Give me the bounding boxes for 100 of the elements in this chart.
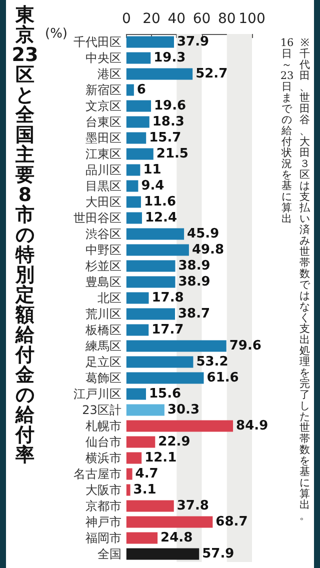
data-label: 52.7	[196, 66, 228, 82]
x-axis-title: (%)	[44, 26, 68, 42]
y-tick-label: 品川区	[85, 163, 122, 177]
y-tick-label: 江戸川区	[73, 387, 122, 401]
data-label: 45.9	[187, 226, 220, 242]
data-label: 21.5	[156, 146, 188, 162]
data-label: 38.7	[178, 306, 210, 322]
bar	[126, 516, 213, 528]
x-tick-label: 0	[122, 11, 131, 27]
x-tick-label: 80	[218, 11, 236, 27]
y-tick-label: 豊島区	[85, 275, 122, 289]
y-tick-label: 足立区	[85, 355, 122, 369]
data-label: 37.8	[176, 498, 209, 514]
y-tick-label: 葛飾区	[85, 371, 122, 385]
data-label: 17.8	[152, 290, 184, 306]
data-label: 24.8	[160, 530, 193, 546]
y-tick-label: 仙台市	[85, 435, 122, 449]
y-tick-label: 千代田区	[73, 35, 122, 49]
y-tick-label: 新宿区	[85, 83, 122, 97]
text: 16日～23日までの給付状況を基に算出	[280, 37, 294, 225]
data-label: 79.6	[229, 338, 262, 354]
y-tick-label: 台東区	[85, 115, 122, 129]
y-tick-label: 目黒区	[85, 179, 122, 193]
bar	[126, 180, 138, 192]
bar	[126, 212, 142, 224]
y-tick-label: 練馬区	[84, 339, 122, 353]
y-tick-label: 墨田区	[85, 131, 122, 145]
data-label: 57.9	[202, 546, 234, 562]
data-label: 18.3	[152, 114, 184, 130]
data-label: 49.8	[192, 242, 224, 258]
bar	[126, 404, 164, 416]
bar	[126, 68, 193, 80]
bar	[126, 132, 146, 144]
bar	[126, 372, 204, 384]
y-tick-label: 荒川区	[85, 307, 122, 321]
bar	[126, 500, 174, 512]
data-label: 22.9	[158, 434, 190, 450]
data-label: 15.7	[149, 130, 182, 146]
y-tick-label: 世田谷区	[73, 211, 122, 225]
y-tick-label: 渋谷区	[85, 227, 122, 241]
data-label: 84.9	[236, 418, 268, 434]
x-tick-label: 40	[168, 11, 186, 27]
bar	[126, 388, 146, 400]
y-tick-label: 中野区	[85, 243, 122, 257]
x-tick-label: 100	[238, 11, 266, 27]
data-label: 12.4	[144, 210, 178, 226]
data-label: 30.3	[167, 402, 200, 418]
y-tick-label: 23区計	[82, 403, 122, 417]
y-tick-label: 江東区	[85, 147, 122, 161]
bar	[126, 468, 132, 480]
data-label: 6	[136, 82, 146, 98]
data-label: 19.6	[154, 98, 186, 114]
bar	[126, 164, 140, 176]
data-label: 38.9	[178, 274, 210, 290]
bar	[126, 484, 130, 496]
chart-title: 東京23区と全国主要8市の特別定額給付金の給付率	[12, 4, 38, 466]
bar	[126, 276, 176, 288]
bar	[126, 436, 156, 448]
bar	[126, 356, 194, 368]
bar	[126, 100, 152, 112]
bar	[126, 260, 176, 272]
bar	[126, 324, 149, 336]
x-tick-label: 20	[142, 11, 160, 27]
bar	[126, 36, 174, 48]
bar	[126, 116, 150, 128]
bar	[126, 420, 234, 432]
x-tick-label: 60	[192, 11, 211, 27]
data-label: 11	[143, 162, 162, 178]
y-tick-label: 京都市	[85, 499, 122, 513]
y-tick-label: 全国	[97, 547, 122, 561]
data-label: 53.2	[196, 354, 228, 370]
data-label: 12.1	[144, 450, 177, 466]
bar	[126, 452, 142, 464]
bar	[126, 84, 134, 96]
data-label: 19.3	[154, 50, 186, 66]
y-tick-label: 福岡市	[85, 531, 122, 545]
bar	[126, 228, 184, 240]
bar	[126, 292, 149, 304]
y-tick-label: 港区	[97, 67, 122, 81]
bar	[126, 548, 200, 560]
bar	[126, 244, 189, 256]
bar	[126, 52, 151, 64]
y-tick-label: 大阪市	[85, 483, 122, 497]
data-label: 9.4	[141, 178, 164, 194]
bar	[126, 308, 176, 320]
bar	[126, 148, 154, 160]
bar	[126, 340, 226, 352]
y-tick-label: 北区	[97, 291, 122, 305]
data-label: 37.9	[177, 34, 210, 50]
data-label: 4.7	[135, 466, 158, 482]
y-tick-label: 神戸市	[85, 515, 122, 529]
data-label: 17.7	[152, 322, 184, 338]
data-label: 61.6	[206, 370, 239, 386]
y-tick-label: 板橋区	[84, 323, 122, 337]
y-tick-label: 名古屋市	[73, 467, 122, 481]
y-tick-label: 中央区	[85, 51, 122, 65]
data-label: 38.9	[178, 258, 210, 274]
y-tick-label: 札幌市	[85, 419, 122, 433]
data-label: 68.7	[216, 514, 248, 530]
data-label: 15.6	[148, 386, 182, 402]
